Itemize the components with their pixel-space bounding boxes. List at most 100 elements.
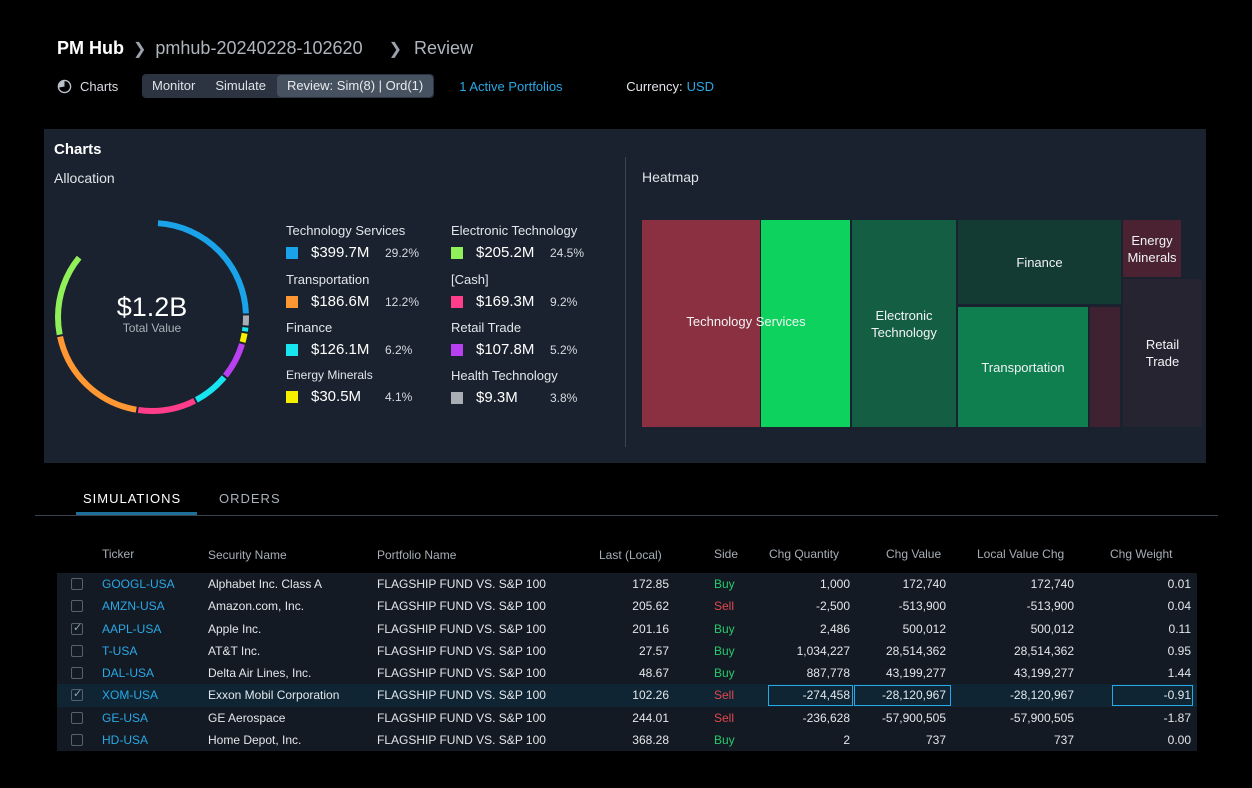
- legend-item-transportation[interactable]: Transportation $186.6M 12.2%: [286, 272, 446, 310]
- chg-quantity[interactable]: 2,486: [819, 621, 850, 636]
- ticker-link[interactable]: T-USA: [102, 643, 138, 658]
- chg-value[interactable]: 43,199,277: [885, 666, 946, 681]
- ticker-link[interactable]: AAPL-USA: [102, 621, 162, 636]
- row-checkbox[interactable]: [71, 734, 83, 747]
- legend-value: $399.7M: [311, 244, 370, 261]
- table-row[interactable]: HD-USA Home Depot, Inc. FLAGSHIP FUND VS…: [57, 729, 1197, 751]
- row-checkbox-checked[interactable]: [71, 621, 83, 635]
- heatmap-tile-technology-services-b[interactable]: [761, 220, 850, 427]
- heatmap-tile-transportation[interactable]: Transportation: [958, 307, 1088, 427]
- ticker-link[interactable]: GE-USA: [102, 710, 149, 725]
- table-row[interactable]: AAPL-USA Apple Inc. FLAGSHIP FUND VS. S&…: [57, 618, 1197, 640]
- ticker-link[interactable]: DAL-USA: [102, 666, 155, 681]
- chg-quantity[interactable]: -274,458: [802, 688, 850, 703]
- chg-quantity[interactable]: -2,500: [815, 599, 850, 614]
- heatmap-tile-retail-trade[interactable]: Retail Trade: [1123, 279, 1202, 427]
- chg-value[interactable]: 28,514,362: [885, 643, 946, 658]
- legend-item-finance[interactable]: Finance $126.1M 6.2%: [286, 320, 446, 358]
- chg-quantity[interactable]: 1,034,227: [796, 643, 850, 658]
- segment-monitor[interactable]: Monitor: [152, 78, 196, 93]
- col-side[interactable]: Side: [714, 547, 739, 561]
- chg-weight[interactable]: 0.95: [1167, 643, 1191, 658]
- col-portfolio-name[interactable]: Portfolio Name: [377, 548, 457, 562]
- row-checkbox[interactable]: [71, 711, 83, 724]
- legend-item-cash[interactable]: [Cash] $169.3M 9.2%: [451, 272, 611, 310]
- table-row-selected[interactable]: XOM-USA Exxon Mobil Corporation FLAGSHIP…: [57, 684, 1197, 707]
- legend-item-health-technology[interactable]: Health Technology $9.3M 3.8%: [451, 368, 611, 406]
- legend-item-technology-services[interactable]: Technology Services $399.7M 29.2%: [286, 223, 446, 261]
- tab-orders[interactable]: ORDERS: [219, 491, 281, 506]
- legend-swatch: [286, 390, 298, 403]
- heatmap-tile-technology-services-a[interactable]: [642, 220, 760, 427]
- tab-bar: SIMULATIONS ORDERS: [35, 487, 1218, 516]
- heatmap-tile-cash[interactable]: [1090, 307, 1120, 427]
- chg-weight[interactable]: 0.04: [1167, 599, 1191, 614]
- table-row[interactable]: GOOGL-USA Alphabet Inc. Class A FLAGSHIP…: [57, 573, 1197, 595]
- chg-weight[interactable]: 1.44: [1167, 666, 1191, 681]
- col-security-name[interactable]: Security Name: [208, 548, 287, 562]
- table-row[interactable]: GE-USA GE Aerospace FLAGSHIP FUND VS. S&…: [57, 707, 1197, 729]
- chg-quantity[interactable]: -236,628: [802, 710, 850, 725]
- row-checkbox[interactable]: [71, 578, 83, 590]
- table-row[interactable]: AMZN-USA Amazon.com, Inc. FLAGSHIP FUND …: [57, 595, 1197, 617]
- local-value-chg: 737: [1053, 733, 1074, 748]
- chg-quantity-edit-box[interactable]: [768, 685, 853, 707]
- col-last-local[interactable]: Last (Local): [599, 548, 662, 562]
- row-checkbox[interactable]: [71, 644, 83, 657]
- legend-pct: 29.2%: [385, 245, 420, 260]
- heatmap-tile-energy-minerals[interactable]: Energy Minerals: [1123, 220, 1181, 277]
- col-chg-weight[interactable]: Chg Weight: [1110, 547, 1173, 561]
- table-row[interactable]: DAL-USA Delta Air Lines, Inc. FLAGSHIP F…: [57, 662, 1197, 684]
- chg-weight[interactable]: -0.91: [1163, 688, 1191, 703]
- heatmap-label-technology-services: Technology Services: [686, 313, 806, 329]
- chg-quantity[interactable]: 1,000: [819, 577, 850, 591]
- currency-value[interactable]: USD: [686, 78, 715, 94]
- chg-value[interactable]: -57,900,505: [881, 710, 946, 725]
- row-checkbox[interactable]: [71, 667, 83, 680]
- chg-value[interactable]: 172,740: [902, 577, 946, 591]
- chg-weight[interactable]: 0.01: [1167, 577, 1191, 591]
- chg-value[interactable]: -28,120,967: [881, 688, 946, 703]
- chg-value[interactable]: -513,900: [898, 599, 946, 614]
- breadcrumb-app[interactable]: PM Hub: [57, 38, 124, 58]
- pie-chart-icon: [57, 79, 72, 93]
- segment-review[interactable]: Review: Sim(8) | Ord(1): [276, 75, 434, 97]
- legend-name: Technology Services: [286, 223, 406, 238]
- col-chg-quantity[interactable]: Chg Quantity: [769, 547, 840, 561]
- ticker-link[interactable]: HD-USA: [102, 733, 149, 748]
- segment-simulate[interactable]: Simulate: [215, 78, 266, 93]
- heatmap-tile-finance[interactable]: Finance: [958, 220, 1121, 304]
- allocation-donut-chart[interactable]: [54, 219, 250, 415]
- col-local-value-chg[interactable]: Local Value Chg: [977, 547, 1065, 561]
- chg-value[interactable]: 500,012: [902, 621, 946, 636]
- breadcrumb-simulation[interactable]: pmhub-20240228-102620: [155, 38, 363, 58]
- legend-item-retail-trade[interactable]: Retail Trade $107.8M 5.2%: [451, 320, 611, 358]
- charts-toggle[interactable]: Charts: [57, 79, 142, 94]
- chg-weight[interactable]: -1.87: [1163, 710, 1191, 725]
- local-value-chg: -28,120,967: [1009, 688, 1074, 703]
- col-ticker[interactable]: Ticker: [102, 547, 135, 561]
- col-chg-value[interactable]: Chg Value: [886, 547, 942, 561]
- chg-quantity[interactable]: 2: [843, 733, 850, 748]
- legend-item-energy-minerals[interactable]: Energy Minerals $30.5M 4.1%: [286, 368, 446, 405]
- chg-value-edit-box[interactable]: [854, 685, 951, 707]
- donut-segment-cash[interactable]: [55, 220, 249, 414]
- active-portfolios-link[interactable]: 1 Active Portfolios: [459, 78, 563, 94]
- chg-weight-edit-box[interactable]: [1112, 685, 1193, 707]
- chg-quantity[interactable]: 887,778: [806, 666, 850, 681]
- row-checkbox[interactable]: [71, 600, 83, 613]
- tab-simulations[interactable]: SIMULATIONS: [83, 491, 182, 506]
- donut-segment-electronic-technology[interactable]: [55, 220, 249, 414]
- heatmap-tile-electronic-technology[interactable]: Electronic Technology: [852, 220, 956, 427]
- donut-segment-health-technology[interactable]: [55, 220, 249, 414]
- row-checkbox-checked[interactable]: [71, 687, 83, 702]
- chg-value[interactable]: 737: [925, 733, 946, 748]
- legend-item-electronic-technology[interactable]: Electronic Technology $205.2M 24.5%: [451, 223, 611, 261]
- ticker-link[interactable]: AMZN-USA: [102, 599, 165, 614]
- table-row[interactable]: T-USA AT&T Inc. FLAGSHIP FUND VS. S&P 10…: [57, 640, 1197, 662]
- ticker-link[interactable]: XOM-USA: [102, 688, 159, 703]
- chg-weight[interactable]: 0.00: [1167, 733, 1191, 748]
- currency-selector[interactable]: Currency: USD: [626, 79, 714, 94]
- ticker-link[interactable]: GOOGL-USA: [102, 577, 175, 591]
- chg-weight[interactable]: 0.11: [1168, 621, 1191, 636]
